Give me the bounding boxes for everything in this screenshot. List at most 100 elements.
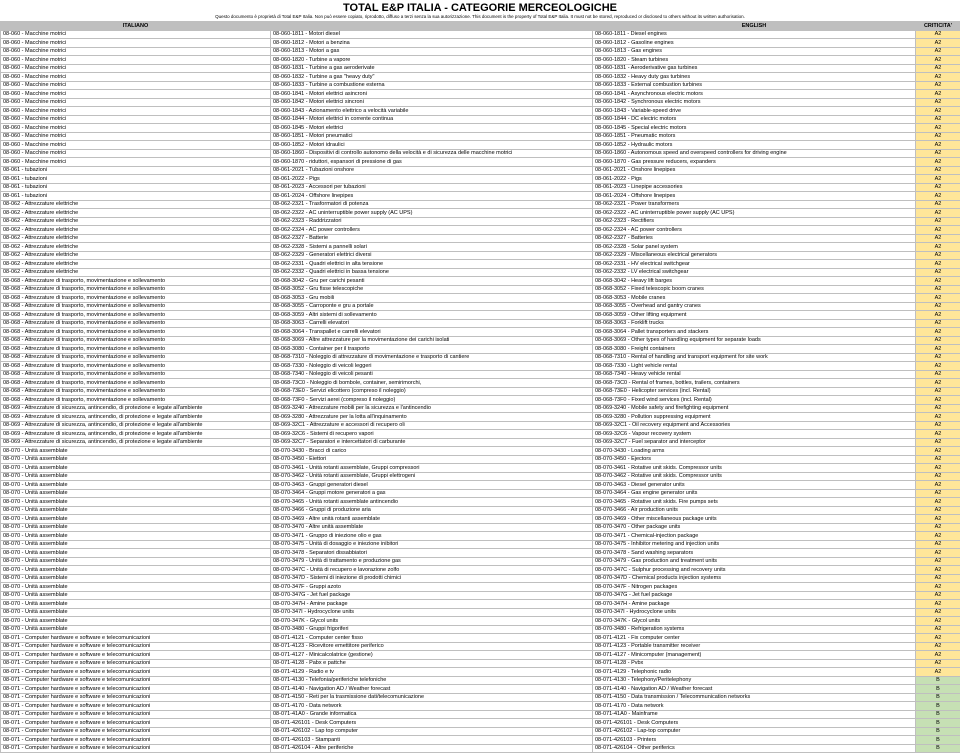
cell-italiano: 08-062 - Attrezzature elettriche (1, 234, 271, 243)
cell-criticita: A2 (916, 98, 960, 107)
cell-english: 08-068-73F0 - Fixed wind services (incl.… (593, 396, 916, 405)
cell-code: 08-062-2327 - Batterie (271, 234, 593, 243)
cell-italiano: 08-062 - Attrezzature elettriche (1, 251, 271, 260)
table-row: 08-068 - Attrezzature di trasporto, movi… (1, 362, 960, 371)
table-row: 08-070 - Unità assemblate08-070-3470 - A… (1, 523, 960, 532)
cell-code: 08-061-2023 - Accessori per tubazioni (271, 183, 593, 192)
table-row: 08-071 - Computer hardware e software e … (1, 659, 960, 668)
table-row: 08-070 - Unità assemblate08-070-3465 - U… (1, 498, 960, 507)
cell-criticita: A2 (916, 651, 960, 660)
table-row: 08-060 - Macchine motrici08-060-1831 - T… (1, 64, 960, 73)
cell-criticita: A2 (916, 447, 960, 456)
cell-italiano: 08-060 - Macchine motrici (1, 56, 271, 65)
cell-english: 08-060-1845 - Special electric motors (593, 124, 916, 133)
table-row: 08-068 - Attrezzature di trasporto, movi… (1, 294, 960, 303)
table-row: 08-062 - Attrezzature elettriche08-062-2… (1, 243, 960, 252)
cell-italiano: 08-071 - Computer hardware e software e … (1, 719, 271, 728)
cell-english: 08-068-7330 - Light vehicle rental (593, 362, 916, 371)
cell-english: 08-070-347G - Jet fuel package (593, 591, 916, 600)
table-row: 08-060 - Macchine motrici08-060-1813 - M… (1, 47, 960, 56)
cell-code: 08-068-73E0 - Servizi elicottero (compre… (271, 387, 593, 396)
cell-code: 08-068-7330 - Noleggio di veicoli legger… (271, 362, 593, 371)
cell-code: 08-069-32C6 - Sistemi di recupero vapori (271, 430, 593, 439)
cell-english: 08-068-3055 - Overhead and gantry cranes (593, 302, 916, 311)
cell-english: 08-069-32C7 - Fuel separator and interce… (593, 438, 916, 447)
cell-code: 08-060-1831 - Turbine a gas aeroderivate (271, 64, 593, 73)
table-row: 08-071 - Computer hardware e software e … (1, 736, 960, 745)
cell-code: 08-060-1841 - Motori elettrici asincroni (271, 90, 593, 99)
cell-criticita: A2 (916, 583, 960, 592)
cell-italiano: 08-070 - Unità assemblate (1, 472, 271, 481)
cell-criticita: A2 (916, 234, 960, 243)
table-row: 08-071 - Computer hardware e software e … (1, 693, 960, 702)
cell-italiano: 08-070 - Unità assemblate (1, 515, 271, 524)
table-row: 08-069 - Attrezzature di sicurezza, anti… (1, 430, 960, 439)
cell-english: 08-071-426103 - Printers (593, 736, 916, 745)
table-row: 08-070 - Unità assemblate08-070-3469 - A… (1, 515, 960, 524)
cell-italiano: 08-060 - Macchine motrici (1, 98, 271, 107)
cell-code: 08-068-3080 - Container per il trasporto (271, 345, 593, 354)
cell-english: 08-061-2022 - Pigs (593, 175, 916, 184)
cell-criticita: A2 (916, 396, 960, 405)
cell-criticita: A2 (916, 30, 960, 39)
table-row: 08-061 - tubazioni08-061-2022 - Pigs08-0… (1, 175, 960, 184)
cell-criticita: A2 (916, 438, 960, 447)
categories-table: ITALIANO ENGLISH CRITICITA' 08-060 - Mac… (0, 21, 960, 753)
cell-english: 08-071-41A0 - Mainframe (593, 710, 916, 719)
cell-english: 08-060-1844 - DC electric motors (593, 115, 916, 124)
cell-english: 08-060-1811 - Diesel engines (593, 30, 916, 39)
table-row: 08-070 - Unità assemblate08-070-347G - J… (1, 591, 960, 600)
table-row: 08-071 - Computer hardware e software e … (1, 676, 960, 685)
cell-code: 08-068-3063 - Carrelli elevatori (271, 319, 593, 328)
cell-criticita: A2 (916, 642, 960, 651)
table-row: 08-071 - Computer hardware e software e … (1, 634, 960, 643)
cell-code: 08-071-426102 - Lap top computer (271, 727, 593, 736)
cell-criticita: A2 (916, 124, 960, 133)
cell-code: 08-060-1870 - riduttori, espansori di pr… (271, 158, 593, 167)
cell-code: 08-070-347G - Jet fuel package (271, 591, 593, 600)
cell-english: 08-068-3052 - Fixed telescopic boom cran… (593, 285, 916, 294)
cell-code: 08-068-73F0 - Servizi aerei (compreso il… (271, 396, 593, 405)
table-row: 08-070 - Unità assemblate08-070-3478 - S… (1, 549, 960, 558)
cell-code: 08-071-4130 - Telefonia/periferiche tele… (271, 676, 593, 685)
table-row: 08-070 - Unità assemblate08-070-347K - G… (1, 617, 960, 626)
cell-criticita: A2 (916, 115, 960, 124)
cell-italiano: 08-070 - Unità assemblate (1, 532, 271, 541)
cell-code: 08-060-1813 - Motori a gas (271, 47, 593, 56)
cell-criticita: A2 (916, 532, 960, 541)
table-row: 08-070 - Unità assemblate08-070-347C - U… (1, 566, 960, 575)
cell-criticita: A2 (916, 73, 960, 82)
cell-criticita: A2 (916, 574, 960, 583)
cell-code: 08-070-347I - Hydrocyclone units (271, 608, 593, 617)
cell-italiano: 08-071 - Computer hardware e software e … (1, 634, 271, 643)
cell-italiano: 08-060 - Macchine motrici (1, 73, 271, 82)
cell-criticita: A2 (916, 634, 960, 643)
cell-italiano: 08-070 - Unità assemblate (1, 583, 271, 592)
table-row: 08-070 - Unità assemblate08-070-3450 - E… (1, 455, 960, 464)
table-row: 08-068 - Attrezzature di trasporto, movi… (1, 396, 960, 405)
table-row: 08-070 - Unità assemblate08-070-347H - A… (1, 600, 960, 609)
cell-english: 08-071-4121 - Fix computer center (593, 634, 916, 643)
table-row: 08-060 - Macchine motrici08-060-1843 - A… (1, 107, 960, 116)
table-row: 08-070 - Unità assemblate08-070-3464 - G… (1, 489, 960, 498)
table-row: 08-070 - Unità assemblate08-070-347I - H… (1, 608, 960, 617)
cell-code: 08-070-3478 - Separatori dissabbiatori (271, 549, 593, 558)
cell-english: 08-068-73E0 - Helicopter services (incl.… (593, 387, 916, 396)
cell-criticita: A2 (916, 515, 960, 524)
cell-italiano: 08-068 - Attrezzature di trasporto, movi… (1, 294, 271, 303)
cell-english: 08-070-3478 - Sand washing separators (593, 549, 916, 558)
cell-criticita: A2 (916, 166, 960, 175)
cell-english: 08-071-4170 - Data network (593, 702, 916, 711)
table-row: 08-062 - Attrezzature elettriche08-062-2… (1, 226, 960, 235)
cell-italiano: 08-068 - Attrezzature di trasporto, movi… (1, 277, 271, 286)
cell-italiano: 08-060 - Macchine motrici (1, 30, 271, 39)
cell-italiano: 08-071 - Computer hardware e software e … (1, 736, 271, 745)
cell-english: 08-071-4150 - Data transmission / Teleco… (593, 693, 916, 702)
cell-english: 08-070-347C - Sulphur processing and rec… (593, 566, 916, 575)
cell-criticita: A2 (916, 540, 960, 549)
cell-english: 08-070-347K - Glycol units (593, 617, 916, 626)
cell-criticita: A2 (916, 294, 960, 303)
cell-italiano: 08-070 - Unità assemblate (1, 464, 271, 473)
cell-english: 08-061-2024 - Offshore linepipes (593, 192, 916, 201)
cell-criticita: A2 (916, 557, 960, 566)
